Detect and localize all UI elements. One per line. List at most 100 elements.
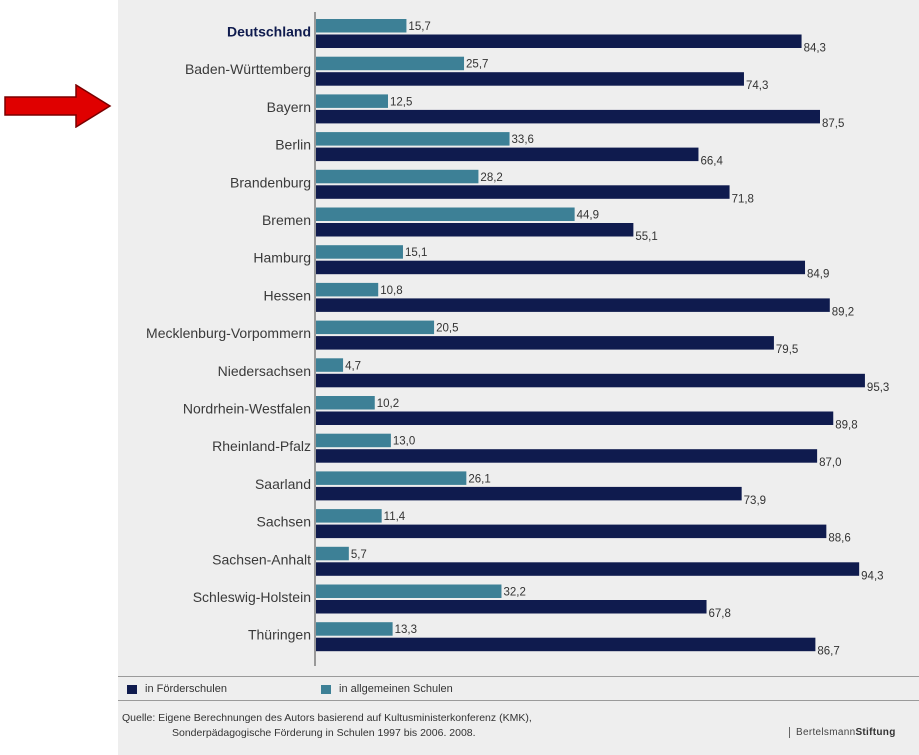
value-label-foerder-hessen: 89,2	[832, 306, 854, 318]
bar-foerder-mecklenburg-vorpommern	[316, 336, 774, 350]
red-arrow-icon	[4, 84, 112, 128]
category-label-sachsen-anhalt: Sachsen-Anhalt	[212, 551, 311, 567]
value-label-allgemein-nordrhein-westfalen: 10,2	[377, 398, 399, 410]
bar-allgemein-nordrhein-westfalen	[316, 396, 375, 410]
source-line-1: Quelle: Eigene Berechnungen des Autors b…	[122, 712, 532, 724]
legend-swatch-foerderschulen	[127, 684, 137, 694]
value-label-allgemein-mecklenburg-vorpommern: 20,5	[436, 323, 458, 335]
legend-divider-top	[118, 676, 919, 677]
bar-allgemein-thüringen	[316, 622, 393, 636]
value-label-allgemein-saarland: 26,1	[468, 473, 490, 485]
bar-foerder-deutschland	[316, 34, 802, 48]
category-label-deutschland: Deutschland	[227, 24, 311, 40]
category-label-berlin: Berlin	[275, 137, 311, 153]
bar-allgemein-sachsen	[316, 509, 382, 523]
bar-foerder-thüringen	[316, 637, 816, 652]
category-label-schleswig-holstein: Schleswig-Holstein	[193, 589, 311, 605]
bar-allgemein-schleswig-holstein	[316, 584, 502, 598]
legend-swatch-allgemeine-schulen	[321, 684, 331, 694]
bar-foerder-sachsen	[316, 524, 827, 539]
value-label-allgemein-brandenburg: 28,2	[480, 172, 502, 184]
bar-foerder-hamburg	[316, 260, 806, 275]
legend-item-allgemeine-schulen: in allgemeinen Schulen	[321, 683, 453, 695]
category-label-hamburg: Hamburg	[253, 250, 311, 266]
value-label-foerder-sachsen: 88,6	[828, 533, 850, 545]
value-label-allgemein-bayern: 12,5	[390, 96, 412, 108]
value-label-allgemein-hamburg: 15,1	[405, 247, 427, 259]
value-label-foerder-berlin: 66,4	[700, 156, 723, 168]
category-label-bremen: Bremen	[262, 212, 311, 228]
bar-chart: Deutschland 15,7 84,3 Baden-Württemberg 25,7…	[146, 12, 889, 666]
bar-allgemein-deutschland	[316, 19, 407, 33]
value-label-allgemein-sachsen: 11,4	[384, 511, 406, 523]
value-label-allgemein-thüringen: 13,3	[395, 624, 417, 636]
bar-allgemein-bremen	[316, 207, 575, 221]
bar-foerder-berlin	[316, 147, 699, 162]
category-label-saarland: Saarland	[255, 476, 311, 492]
category-label-brandenburg: Brandenburg	[230, 174, 311, 190]
bar-foerder-hessen	[316, 298, 830, 312]
value-label-allgemein-bremen: 44,9	[577, 210, 599, 222]
bar-allgemein-mecklenburg-vorpommern	[316, 320, 435, 335]
value-label-allgemein-berlin: 33,6	[512, 134, 534, 146]
value-label-foerder-niedersachsen: 95,3	[867, 382, 889, 394]
value-label-allgemein-deutschland: 15,7	[408, 21, 430, 33]
value-label-allgemein-baden-württemberg: 25,7	[466, 59, 488, 71]
value-label-foerder-nordrhein-westfalen: 89,8	[835, 420, 857, 432]
bar-allgemein-niedersachsen	[316, 358, 344, 372]
legend-item-foerderschulen: in Förderschulen	[127, 683, 227, 695]
source-note: Quelle: Eigene Berechnungen des Autors b…	[122, 711, 532, 741]
value-label-allgemein-niedersachsen: 4,7	[345, 360, 361, 372]
value-label-foerder-deutschland: 84,3	[804, 43, 826, 55]
value-label-allgemein-hessen: 10,8	[380, 285, 402, 297]
bar-foerder-nordrhein-westfalen	[316, 411, 834, 425]
value-label-foerder-sachsen-anhalt: 94,3	[861, 570, 883, 582]
bar-allgemein-baden-württemberg	[316, 56, 465, 71]
bar-foerder-saarland	[316, 486, 742, 501]
value-label-foerder-rheinland-pfalz: 87,0	[819, 457, 841, 469]
category-label-rheinland-pfalz: Rheinland-Pfalz	[212, 438, 311, 454]
bar-foerder-sachsen-anhalt	[316, 562, 860, 576]
bar-allgemein-saarland	[316, 471, 467, 485]
value-label-foerder-schleswig-holstein: 67,8	[709, 608, 731, 620]
category-label-sachsen: Sachsen	[257, 514, 311, 530]
category-label-bayern: Bayern	[267, 99, 311, 115]
legend-label-allgemeine-schulen: in allgemeinen Schulen	[339, 683, 453, 695]
bar-allgemein-hessen	[316, 282, 379, 297]
category-label-niedersachsen: Niedersachsen	[218, 363, 311, 379]
value-label-foerder-mecklenburg-vorpommern: 79,5	[776, 344, 798, 356]
bar-foerder-niedersachsen	[316, 373, 865, 388]
value-label-allgemein-schleswig-holstein: 32,2	[503, 587, 525, 599]
category-label-nordrhein-westfalen: Nordrhein-Westfalen	[183, 401, 311, 417]
bar-foerder-brandenburg	[316, 185, 730, 199]
value-label-allgemein-sachsen-anhalt: 5,7	[351, 549, 367, 561]
bar-foerder-baden-württemberg	[316, 72, 744, 86]
legend-label-foerderschulen: in Förderschulen	[145, 683, 227, 695]
value-label-foerder-brandenburg: 71,8	[732, 193, 754, 205]
bar-allgemein-bayern	[316, 94, 388, 108]
value-label-allgemein-rheinland-pfalz: 13,0	[393, 436, 415, 448]
category-label-thüringen: Thüringen	[248, 627, 311, 643]
bar-foerder-schleswig-holstein	[316, 600, 707, 614]
value-label-foerder-thüringen: 86,7	[817, 646, 839, 658]
category-label-hessen: Hessen	[264, 287, 311, 303]
bar-allgemein-berlin	[316, 132, 510, 146]
value-label-foerder-baden-württemberg: 74,3	[746, 80, 768, 92]
bar-allgemein-sachsen-anhalt	[316, 546, 349, 561]
publisher-logo: BertelsmannStiftung	[789, 727, 896, 738]
value-label-foerder-hamburg: 84,9	[807, 269, 829, 281]
category-label-mecklenburg-vorpommern: Mecklenburg-Vorpommern	[146, 325, 311, 341]
value-label-foerder-saarland: 73,9	[744, 495, 766, 507]
source-line-2: Sonderpädagogische Förderung in Schulen …	[172, 727, 476, 739]
value-label-foerder-bremen: 55,1	[635, 231, 657, 243]
category-label-baden-württemberg: Baden-Württemberg	[185, 61, 311, 77]
bar-foerder-bremen	[316, 223, 634, 237]
bar-allgemein-hamburg	[316, 245, 403, 259]
bar-allgemein-brandenburg	[316, 169, 479, 184]
brand-name-part2: Stiftung	[855, 727, 896, 738]
bar-foerder-bayern	[316, 109, 820, 124]
source-divider	[118, 700, 919, 701]
brand-name-part1: Bertelsmann	[796, 727, 856, 738]
bar-foerder-rheinland-pfalz	[316, 449, 818, 463]
value-label-foerder-bayern: 87,5	[822, 118, 844, 130]
